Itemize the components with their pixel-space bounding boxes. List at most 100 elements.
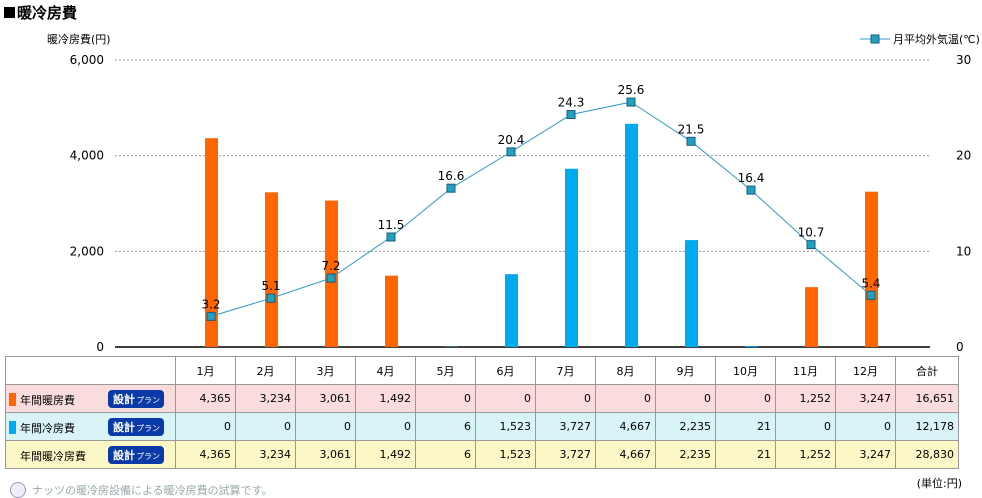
table-header-cell: 合計 (896, 357, 959, 385)
legend-swatch-spacer (9, 449, 16, 462)
table-cell: 4,365 (176, 441, 236, 469)
table-header-cell: 3月 (296, 357, 356, 385)
row-label-cell: 年間暖冷房費設計プラン (6, 441, 176, 469)
table-cell: 6 (416, 441, 476, 469)
plan-suffix: プラン (136, 452, 160, 461)
y-left-tick-label: 2,000 (70, 244, 104, 258)
plan-label: 設計 (113, 421, 135, 434)
temperature-point (867, 291, 875, 299)
y-right-tick-label: 20 (956, 149, 971, 163)
table-cell: 0 (236, 413, 296, 441)
table-cell: 0 (656, 385, 716, 413)
table-header-cell: 1月 (176, 357, 236, 385)
table-cell: 4,365 (176, 385, 236, 413)
temperature-data-label: 7.2 (321, 259, 340, 273)
table-cell: 0 (596, 385, 656, 413)
bar (865, 192, 878, 347)
temperature-point (687, 137, 695, 145)
temperature-data-label: 16.4 (738, 171, 765, 185)
table-cell: 3,727 (536, 413, 596, 441)
bar (565, 169, 578, 347)
table-header-cell: 9月 (656, 357, 716, 385)
table-cell: 4,667 (596, 413, 656, 441)
temperature-data-label: 25.6 (618, 83, 645, 97)
temperature-data-label: 24.3 (558, 96, 585, 110)
row-label-cell: 年間冷房費設計プラン (6, 413, 176, 441)
temperature-point (567, 111, 575, 119)
table-cell: 0 (536, 385, 596, 413)
y-right-tick-label: 10 (956, 244, 971, 258)
row-label: 年間暖房費 (20, 392, 108, 408)
temperature-data-label: 21.5 (678, 122, 705, 136)
bar (385, 276, 398, 347)
table-header-cell: 12月 (836, 357, 896, 385)
plan-label: 設計 (113, 449, 135, 462)
temperature-point (327, 274, 335, 282)
bar (265, 192, 278, 347)
temperature-point (747, 186, 755, 194)
y-right-tick-label: 0 (956, 340, 964, 354)
table-header-cell: 8月 (596, 357, 656, 385)
temperature-data-label: 3.2 (201, 297, 220, 311)
y-left-axis-label: 暖冷房費(円) (47, 32, 111, 46)
cost-chart: 暖冷房費(円)02,0004,0006,00001020303.25.17.21… (0, 0, 982, 356)
design-plan-button[interactable]: 設計プラン (108, 390, 164, 408)
table-corner-cell (6, 357, 176, 385)
table-cell: 1,492 (356, 441, 416, 469)
plan-suffix: プラン (136, 396, 160, 405)
bar (745, 346, 758, 347)
temperature-data-label: 10.7 (798, 226, 825, 240)
y-left-tick-label: 0 (96, 340, 104, 354)
temperature-data-label: 20.4 (498, 133, 525, 147)
table-header-cell: 5月 (416, 357, 476, 385)
temperature-data-label: 11.5 (378, 218, 405, 232)
temperature-point (387, 233, 395, 241)
table-cell: 3,061 (296, 385, 356, 413)
table-cell: 21 (716, 413, 776, 441)
table-cell: 1,523 (476, 413, 536, 441)
row-label: 年間暖冷房費 (20, 448, 108, 464)
table-header-cell: 2月 (236, 357, 296, 385)
table-cell: 2,235 (656, 413, 716, 441)
row-label-cell: 年間暖房費設計プラン (6, 385, 176, 413)
temperature-point (447, 184, 455, 192)
table-cell: 2,235 (656, 441, 716, 469)
table-cell: 3,234 (236, 385, 296, 413)
table-cell: 4,667 (596, 441, 656, 469)
table-cell: 0 (476, 385, 536, 413)
y-right-tick-label: 30 (956, 53, 971, 67)
temperature-point (207, 312, 215, 320)
table-cell: 3,061 (296, 441, 356, 469)
plan-label: 設計 (113, 393, 135, 406)
table-cell: 1,492 (356, 385, 416, 413)
table-cell: 3,247 (836, 385, 896, 413)
table-cell: 3,234 (236, 441, 296, 469)
temperature-point (807, 241, 815, 249)
legend-marker-icon (871, 35, 879, 43)
legend-swatch-icon (9, 393, 16, 406)
table-cell: 0 (776, 413, 836, 441)
bar (505, 274, 518, 347)
table-cell: 21 (716, 441, 776, 469)
info-icon (10, 482, 26, 498)
temperature-point (507, 148, 515, 156)
footnote: ナッツの暖冷房設備による暖冷房費の試算です。 (10, 482, 273, 498)
table-cell: 0 (416, 385, 476, 413)
table-cell: 1,252 (776, 441, 836, 469)
y-left-tick-label: 4,000 (70, 149, 104, 163)
table-cell: 0 (716, 385, 776, 413)
table-header-cell: 6月 (476, 357, 536, 385)
table-header-cell: 4月 (356, 357, 416, 385)
table-header-cell: 11月 (776, 357, 836, 385)
temperature-line (211, 102, 871, 316)
footnote-text: ナッツの暖冷房設備による暖冷房費の試算です。 (32, 484, 273, 497)
table-cell: 28,830 (896, 441, 959, 469)
table-cell: 12,178 (896, 413, 959, 441)
design-plan-button[interactable]: 設計プラン (108, 418, 164, 436)
bar (625, 124, 638, 347)
design-plan-button[interactable]: 設計プラン (108, 446, 164, 464)
